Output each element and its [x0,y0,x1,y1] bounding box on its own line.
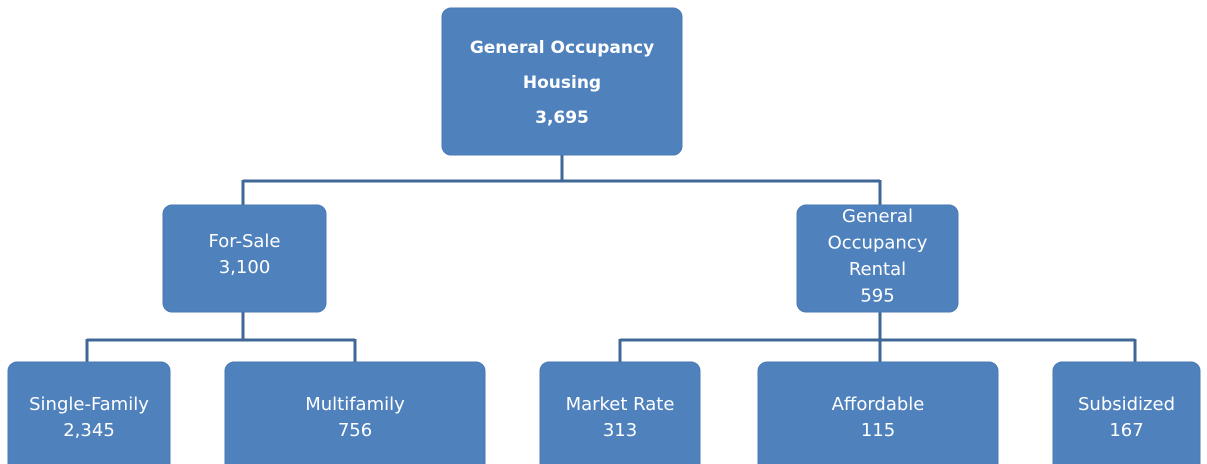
node-text: Multifamily [305,394,405,415]
node-box [796,204,959,313]
node-text: 595 [860,286,894,307]
node-text: 313 [603,420,637,441]
node-text: Subsidized [1078,394,1175,415]
node-text: General Occupancy [470,38,654,58]
node-text: Market Rate [566,394,675,415]
node-text: Housing [523,73,601,93]
node-box [539,361,701,464]
node-text: Affordable [832,394,925,415]
node-box [162,204,327,313]
node-text: 115 [861,420,895,441]
nodes: General Occupancy Housing 3,695 For-Sale 3,1… [7,7,1201,464]
node-box [757,361,999,464]
node-text: General [842,206,913,227]
node-box [224,361,486,464]
node-box [1052,361,1201,464]
node-text: Single-Family [29,394,149,415]
node-box [441,7,683,156]
node-text: 3,695 [535,108,589,128]
node-text: Rental [849,259,906,280]
node-text: 2,345 [63,420,115,441]
node-box [7,361,171,464]
node-text: For-Sale [209,231,281,252]
node-text: Occupancy [828,233,928,254]
node-text: 167 [1109,420,1143,441]
connectors [85,155,1137,363]
node-text: 756 [338,420,372,441]
node-text: 3,100 [219,257,271,278]
